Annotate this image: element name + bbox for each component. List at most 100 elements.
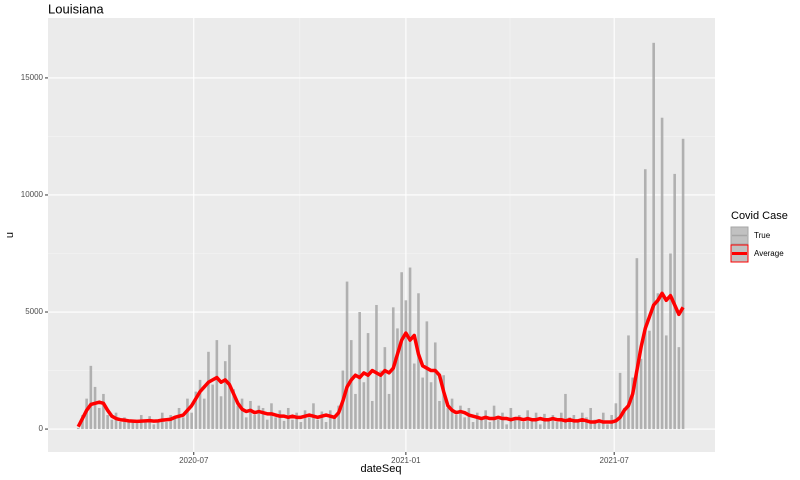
x-tick-label: 2021-07 (600, 456, 630, 465)
bar (135, 423, 139, 430)
bar (131, 419, 135, 430)
bar (261, 407, 265, 430)
bar (677, 347, 681, 430)
bar (484, 410, 487, 430)
bar (370, 400, 374, 430)
bar (307, 417, 311, 430)
bar (291, 419, 294, 430)
bar (110, 419, 114, 430)
bar (404, 300, 408, 430)
bar (639, 358, 643, 430)
bar (354, 393, 357, 430)
bar (517, 415, 521, 430)
bar (643, 169, 647, 430)
bar (564, 393, 567, 430)
y-tick-label: 10000 (21, 190, 44, 199)
bar (408, 267, 412, 430)
bar (417, 293, 420, 430)
bar (429, 382, 433, 430)
x-tick-label: 2020-07 (179, 456, 209, 465)
legend-label: Average (754, 249, 784, 258)
bar (593, 419, 597, 430)
bar (278, 410, 282, 430)
y-axis-title: u (4, 232, 16, 238)
bar (215, 340, 219, 430)
bar (144, 422, 147, 430)
bar (425, 321, 429, 430)
bar (681, 138, 685, 430)
bar (530, 419, 534, 430)
bar (463, 417, 466, 430)
bar (177, 407, 181, 430)
bar (366, 333, 370, 430)
bar (538, 424, 542, 430)
bar (345, 281, 349, 430)
bar (232, 389, 235, 430)
x-tick-label: 2021-01 (391, 456, 421, 465)
bar (467, 407, 471, 430)
bar (265, 419, 269, 430)
bar (631, 377, 634, 430)
bar (320, 411, 324, 430)
bar (496, 419, 500, 430)
bar (597, 422, 601, 430)
bar (169, 415, 172, 430)
bar (274, 417, 277, 430)
bar (513, 417, 517, 430)
bar (375, 304, 378, 430)
bar (387, 393, 391, 430)
bar (223, 361, 227, 430)
bar (207, 351, 210, 430)
bar (555, 422, 559, 430)
bar (316, 419, 319, 430)
bar (400, 272, 403, 430)
bar (459, 405, 462, 430)
bar (181, 417, 185, 430)
bar (450, 398, 454, 430)
bar (198, 379, 202, 430)
bar (505, 424, 508, 430)
bar (454, 415, 458, 430)
bar (433, 342, 437, 430)
bar (190, 412, 193, 430)
bar (421, 377, 424, 430)
bar (652, 42, 655, 430)
bar (543, 413, 546, 430)
bar (589, 407, 592, 430)
bar (446, 407, 450, 430)
bar (324, 422, 328, 430)
bar (349, 340, 353, 430)
bar (606, 424, 609, 430)
y-tick-label: 5000 (25, 307, 43, 316)
y-tick-label: 0 (39, 424, 44, 433)
bar (211, 384, 214, 430)
bar (585, 417, 588, 430)
bar (97, 407, 101, 430)
bar (475, 412, 479, 430)
bar (618, 372, 622, 430)
bar (664, 335, 668, 430)
bar (333, 417, 336, 430)
bar (669, 253, 672, 430)
x-axis-title: dateSeq (361, 463, 402, 475)
bar (551, 415, 555, 430)
bar (270, 403, 273, 430)
bar (165, 422, 168, 430)
bar (522, 422, 525, 430)
bar (660, 117, 664, 430)
bar (93, 386, 97, 430)
bar (123, 417, 126, 430)
bar (156, 419, 160, 430)
bar (202, 398, 206, 430)
bar (106, 415, 109, 430)
y-tick-label: 15000 (21, 73, 44, 82)
bar (480, 419, 483, 430)
bar (488, 422, 492, 430)
bar (547, 419, 550, 430)
bar (194, 391, 198, 430)
bar (219, 396, 223, 430)
bar (295, 412, 298, 430)
bar (622, 407, 626, 430)
bar (471, 422, 475, 430)
